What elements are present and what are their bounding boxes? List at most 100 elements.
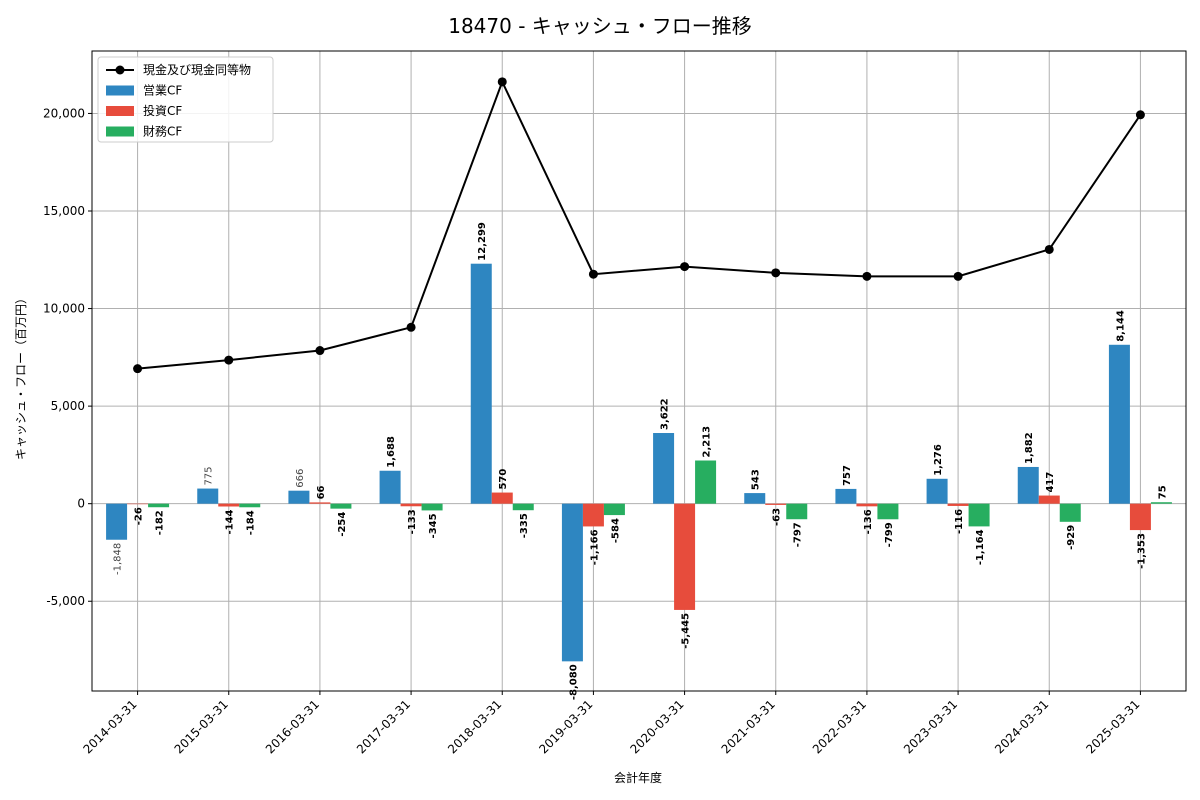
bar-2	[1038, 495, 1060, 504]
y-tick-label: 5,000	[51, 399, 85, 413]
chart-title: 18470 - キャッシュ・フロー推移	[448, 14, 752, 38]
legend-bar-swatch	[106, 106, 134, 116]
bar-value-label: -584	[610, 518, 621, 543]
cash-balance-point	[588, 269, 598, 279]
bar-2	[856, 503, 878, 507]
legend-bar-swatch	[106, 126, 134, 137]
legend-entry: 投資CF	[143, 103, 182, 118]
bars-layer	[106, 263, 1172, 662]
bar-value-label: -254	[337, 512, 348, 537]
bar-value-label: -144	[225, 509, 236, 534]
bar-value-label: 543	[751, 469, 762, 490]
bar-3	[421, 503, 443, 511]
bar-value-label: -26	[134, 507, 145, 525]
bar-value-label: -799	[884, 522, 895, 547]
bar-1	[653, 433, 675, 504]
legend-entry: 営業CF	[143, 84, 182, 98]
cash-balance-point	[224, 355, 234, 365]
bar-value-label: -1,353	[1136, 533, 1147, 569]
bar-value-label: -345	[428, 513, 439, 538]
bar-2	[674, 503, 696, 610]
x-tick-label: 2017-03-31	[354, 697, 413, 756]
bar-value-label: 2,213	[702, 426, 713, 458]
cash-balance-point	[680, 262, 690, 272]
bar-value-label: 8,144	[1115, 310, 1126, 342]
bar-3	[603, 503, 625, 516]
bar-value-label: 775	[204, 466, 215, 485]
bar-value-label: 1,688	[386, 436, 397, 468]
y-tick-label: 20,000	[43, 106, 85, 120]
grid-layer	[92, 51, 1186, 691]
x-tick-label: 2019-03-31	[536, 697, 595, 756]
bar-1	[288, 490, 310, 504]
bar-3	[512, 503, 534, 511]
bar-value-label: -182	[155, 510, 166, 535]
bar-value-label: -136	[863, 509, 874, 534]
cash-balance-point	[1135, 110, 1145, 120]
bar-2	[309, 502, 331, 504]
bar-value-label: 1,882	[1024, 432, 1035, 464]
y-axis-label: キャッシュ・フロー（百万円）	[14, 292, 28, 460]
legend-bar-swatch	[106, 85, 134, 96]
cash-balance-point	[497, 77, 507, 87]
bar-value-label: 75	[1157, 485, 1168, 499]
bar-2	[218, 503, 240, 507]
cash-balance-point	[953, 271, 963, 281]
bar-3	[1059, 503, 1081, 522]
bar-value-label: 66	[316, 485, 327, 499]
bar-1	[1108, 344, 1130, 504]
bar-1	[561, 503, 583, 662]
x-tick-label: 2015-03-31	[172, 697, 231, 756]
bar-value-label: -929	[1066, 525, 1077, 550]
bar-2	[400, 503, 422, 507]
bar-3	[239, 503, 261, 508]
bar-3	[148, 503, 170, 508]
bar-2	[765, 503, 787, 505]
ticks-layer: 2014-03-31 2015-03-31 2016-03-31 2017-03-31…	[43, 106, 1143, 756]
x-tick-label: 2023-03-31	[901, 697, 960, 756]
x-tick-label: 2021-03-31	[719, 697, 778, 756]
bar-value-label: -5,445	[681, 613, 692, 649]
bar-value-label: 666	[295, 469, 306, 488]
plot-frame	[91, 50, 1187, 692]
legend-entry: 現金及び現金同等物	[143, 62, 251, 77]
x-tick-label: 2022-03-31	[810, 697, 869, 756]
bar-value-label: -133	[407, 509, 418, 534]
bar-2	[127, 503, 149, 505]
bar-value-label: -184	[246, 510, 257, 535]
bar-value-label: -335	[519, 513, 530, 538]
cash-balance-point	[315, 346, 325, 356]
bar-2	[947, 503, 969, 506]
bar-1	[1017, 466, 1039, 504]
bar-1	[379, 470, 401, 504]
bar-3	[330, 503, 352, 509]
line-layer	[133, 77, 1145, 374]
legend-marker-swatch	[115, 65, 125, 75]
bar-value-label: -8,080	[568, 664, 579, 700]
bar-value-label: 757	[842, 465, 853, 486]
bar-1	[197, 488, 219, 504]
x-tick-label: 2014-03-31	[80, 697, 139, 756]
bar-1	[470, 263, 492, 504]
x-tick-label: 2025-03-31	[1083, 697, 1142, 756]
y-tick-label: 10,000	[43, 302, 85, 316]
cash-balance-point	[771, 268, 781, 278]
bar-3	[968, 503, 990, 527]
bar-2	[1129, 503, 1151, 531]
x-tick-label: 2016-03-31	[263, 697, 322, 756]
y-tick-label: 15,000	[43, 204, 85, 218]
bar-value-label: 3,622	[660, 398, 671, 430]
bar-2	[582, 503, 604, 527]
cash-balance-point	[133, 364, 143, 374]
bar-value-label: 1,276	[933, 444, 944, 476]
bar-2	[491, 492, 513, 504]
y-tick-label: -5,000	[46, 594, 85, 608]
bar-value-label: 417	[1045, 472, 1056, 493]
cash-balance-line	[137, 79, 1142, 370]
x-tick-label: 2020-03-31	[627, 697, 686, 756]
bar-1	[926, 478, 948, 504]
x-tick-label: 2018-03-31	[445, 697, 504, 756]
